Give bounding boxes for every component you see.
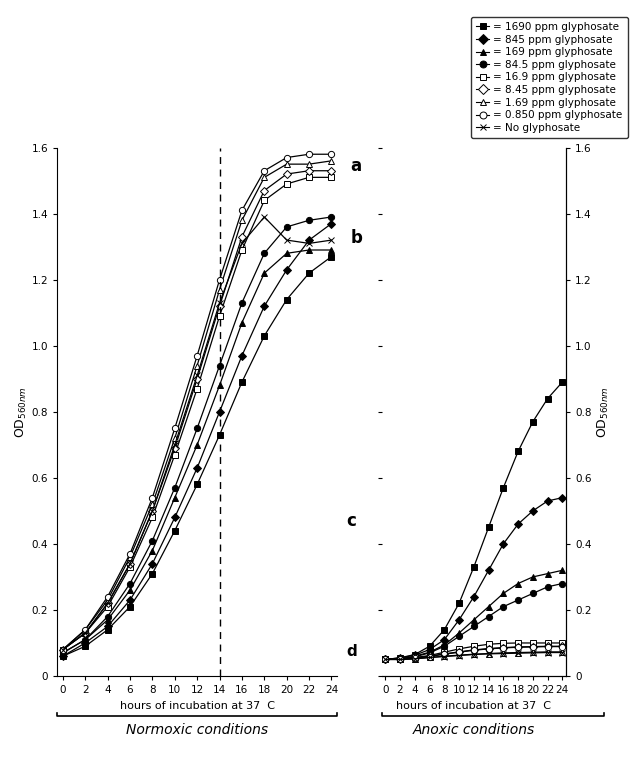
Text: b: b xyxy=(350,229,363,247)
Text: d: d xyxy=(346,644,357,659)
Y-axis label: OD$_{560nm}$: OD$_{560nm}$ xyxy=(14,386,29,437)
X-axis label: hours of incubation at 37  C: hours of incubation at 37 C xyxy=(120,701,275,711)
Text: c: c xyxy=(346,512,356,530)
Text: a: a xyxy=(350,157,362,175)
Y-axis label: OD$_{560nm}$: OD$_{560nm}$ xyxy=(596,386,611,437)
Text: Anoxic conditions: Anoxic conditions xyxy=(413,723,535,737)
X-axis label: hours of incubation at 37  C: hours of incubation at 37 C xyxy=(396,701,551,711)
Legend: = 1690 ppm glyphosate, = 845 ppm glyphosate, = 169 ppm glyphosate, = 84.5 ppm gl: = 1690 ppm glyphosate, = 845 ppm glyphos… xyxy=(471,17,628,138)
Text: Normoxic conditions: Normoxic conditions xyxy=(126,723,268,737)
